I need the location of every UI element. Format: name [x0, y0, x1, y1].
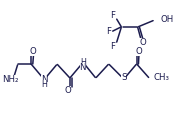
Text: CH₃: CH₃ — [153, 73, 169, 82]
Text: S: S — [121, 73, 126, 82]
Text: O: O — [64, 86, 71, 95]
Text: H: H — [80, 58, 86, 67]
Text: OH: OH — [161, 15, 174, 24]
Text: H: H — [41, 80, 47, 89]
Text: F: F — [106, 27, 111, 36]
Text: N: N — [80, 63, 86, 72]
Text: F: F — [110, 11, 115, 20]
Text: O: O — [139, 38, 146, 47]
Text: N: N — [41, 75, 47, 84]
Text: NH₂: NH₂ — [2, 75, 18, 84]
Text: O: O — [135, 46, 142, 56]
Text: F: F — [110, 42, 115, 51]
Text: O: O — [30, 46, 36, 56]
